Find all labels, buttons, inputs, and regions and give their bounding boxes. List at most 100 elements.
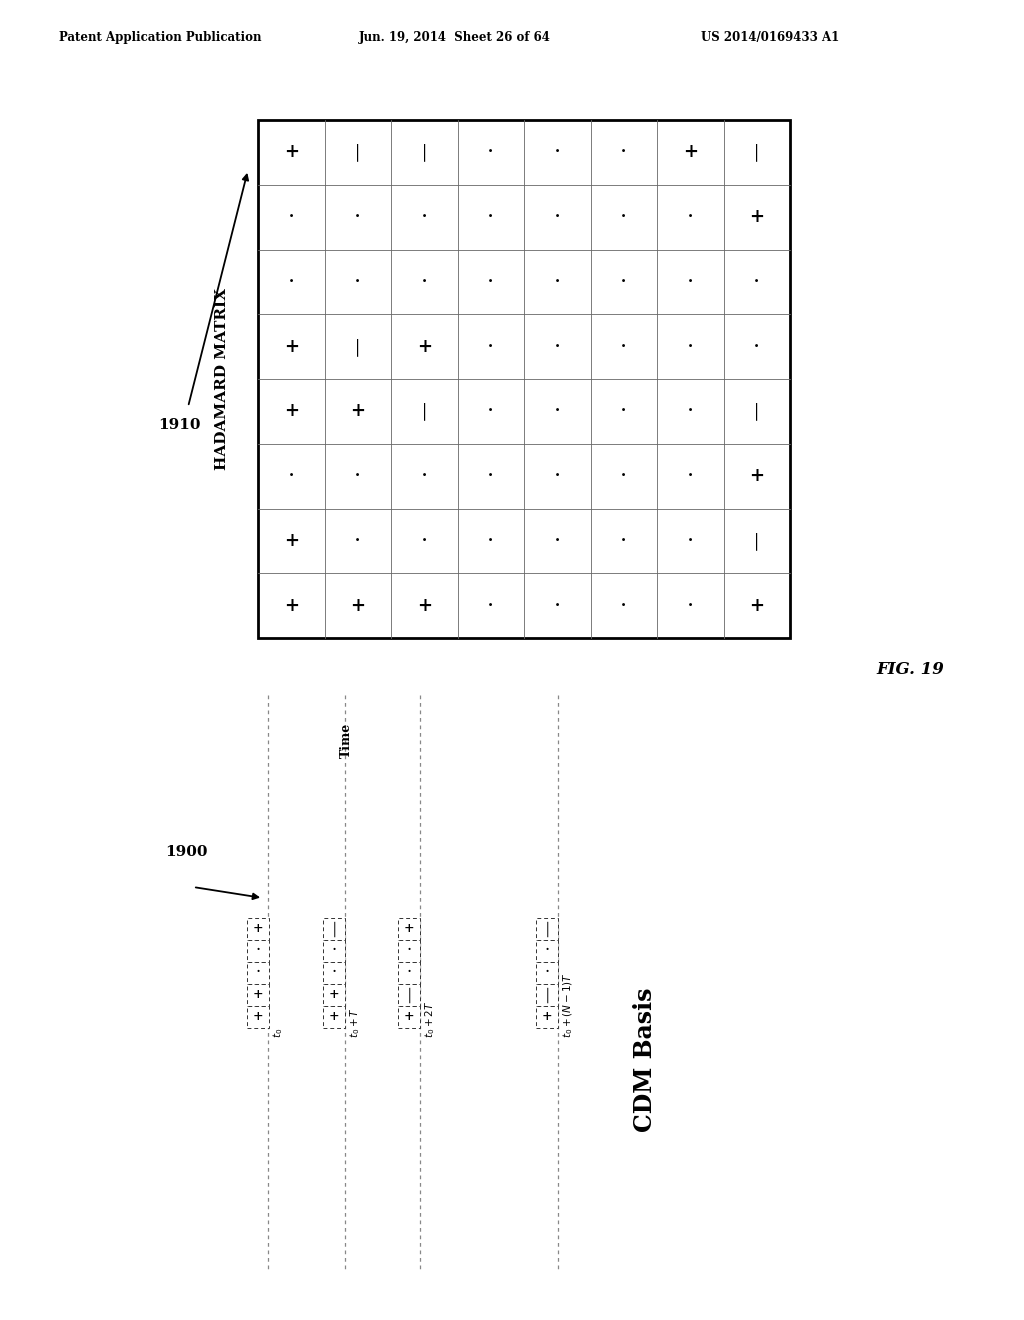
Text: +: + [750, 209, 764, 226]
Text: $t_0+2T$: $t_0+2T$ [423, 1001, 437, 1038]
Text: ·: · [754, 335, 760, 358]
Text: +: + [253, 923, 263, 936]
Text: +: + [284, 597, 299, 615]
Text: Jun. 19, 2014  Sheet 26 of 64: Jun. 19, 2014 Sheet 26 of 64 [359, 32, 551, 45]
Text: Time: Time [340, 722, 352, 758]
Bar [247, 962, 269, 983]
Text: ·: · [288, 465, 295, 487]
Text: ·: · [554, 529, 561, 552]
Bar [323, 962, 345, 983]
Text: ·: · [421, 529, 428, 552]
Text: ·: · [354, 206, 361, 228]
Text: ·: · [487, 141, 495, 164]
Text: $t_0+(N-1)T$: $t_0+(N-1)T$ [561, 972, 574, 1038]
Text: +: + [542, 1011, 552, 1023]
Text: +: + [403, 923, 415, 936]
Text: ·: · [255, 942, 261, 960]
Text: │: │ [353, 338, 362, 355]
Text: +: + [750, 597, 764, 615]
Text: ·: · [288, 271, 295, 293]
Text: ·: · [621, 271, 628, 293]
Text: │: │ [544, 921, 551, 937]
Text: ·: · [487, 335, 495, 358]
Text: +: + [284, 403, 299, 420]
Bar [398, 983, 420, 1006]
Text: 1900: 1900 [165, 845, 208, 859]
Bar [323, 917, 345, 940]
Text: ·: · [687, 465, 694, 487]
Text: ·: · [754, 271, 760, 293]
Text: +: + [284, 338, 299, 355]
Text: ·: · [487, 400, 495, 422]
Text: ·: · [687, 335, 694, 358]
Text: ·: · [545, 965, 550, 982]
Text: ·: · [487, 465, 495, 487]
Bar [398, 917, 420, 940]
Text: ·: · [332, 942, 337, 960]
Text: ·: · [332, 965, 337, 982]
Bar [323, 1006, 345, 1028]
Text: ·: · [407, 965, 412, 982]
Bar [536, 983, 558, 1006]
Text: ·: · [687, 206, 694, 228]
Text: $t_0+T$: $t_0+T$ [348, 1007, 361, 1038]
Text: │: │ [406, 987, 413, 1003]
Bar [536, 917, 558, 940]
Text: ·: · [421, 206, 428, 228]
Text: +: + [417, 338, 432, 355]
Text: +: + [750, 467, 764, 486]
Text: ·: · [621, 529, 628, 552]
Bar [398, 1006, 420, 1028]
Text: ·: · [621, 400, 628, 422]
Text: CDM Basis: CDM Basis [633, 987, 657, 1133]
Text: FIG. 19: FIG. 19 [877, 661, 944, 678]
Bar [247, 983, 269, 1006]
Text: +: + [403, 1011, 415, 1023]
Bar [323, 983, 345, 1006]
Bar [258, 120, 790, 638]
Text: ·: · [255, 965, 261, 982]
Text: ·: · [407, 942, 412, 960]
Text: ·: · [487, 529, 495, 552]
Text: ·: · [487, 206, 495, 228]
Text: +: + [253, 989, 263, 1002]
Text: ·: · [621, 465, 628, 487]
Bar [323, 940, 345, 962]
Text: ·: · [554, 465, 561, 487]
Text: ·: · [421, 465, 428, 487]
Text: ·: · [621, 141, 628, 164]
Text: ·: · [288, 206, 295, 228]
Text: +: + [329, 1011, 339, 1023]
Bar [247, 940, 269, 962]
Text: ·: · [687, 594, 694, 616]
Text: ·: · [354, 465, 361, 487]
Text: +: + [350, 403, 366, 420]
Text: +: + [329, 989, 339, 1002]
Text: │: │ [420, 144, 429, 161]
Bar [398, 940, 420, 962]
Bar [536, 1006, 558, 1028]
Text: ·: · [554, 141, 561, 164]
Text: +: + [253, 1011, 263, 1023]
Text: ·: · [554, 271, 561, 293]
Bar [398, 962, 420, 983]
Text: │: │ [544, 987, 551, 1003]
Text: $t_0$: $t_0$ [271, 1028, 285, 1038]
Text: +: + [683, 144, 697, 161]
Bar [536, 940, 558, 962]
Text: │: │ [753, 144, 761, 161]
Text: ·: · [554, 594, 561, 616]
Text: +: + [284, 532, 299, 550]
Text: Patent Application Publication: Patent Application Publication [58, 32, 261, 45]
Text: │: │ [331, 921, 338, 937]
Text: ·: · [487, 271, 495, 293]
Bar [536, 962, 558, 983]
Text: ·: · [421, 271, 428, 293]
Text: ·: · [554, 335, 561, 358]
Bar [247, 917, 269, 940]
Text: ·: · [687, 271, 694, 293]
Text: ·: · [621, 206, 628, 228]
Text: │: │ [420, 403, 429, 420]
Text: US 2014/0169433 A1: US 2014/0169433 A1 [700, 32, 839, 45]
Text: ·: · [687, 400, 694, 422]
